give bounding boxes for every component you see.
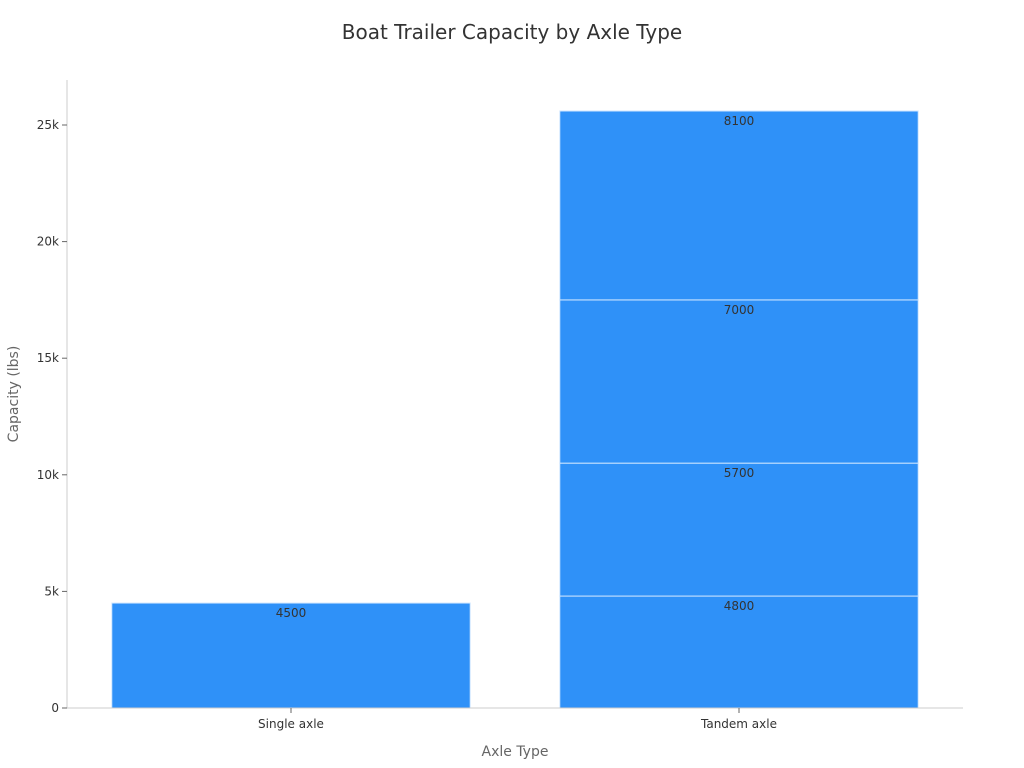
- bar-data-label: 4800: [724, 599, 755, 613]
- bar-segment: [559, 462, 919, 597]
- y-ticks-layer: 0 5k 10k 15k 20k 25k: [37, 118, 67, 715]
- y-tick-label: 10k: [37, 468, 59, 482]
- bar-segment: [559, 110, 919, 301]
- y-tick-label: 20k: [37, 235, 59, 249]
- bar-data-label: 7000: [724, 303, 755, 317]
- data-labels-layer: 4500 4800 5700 7000 8100: [276, 114, 755, 620]
- y-tick-label: 25k: [37, 118, 59, 132]
- bar-segment: [111, 602, 471, 709]
- bars-layer: [111, 110, 919, 709]
- x-ticks-layer: Single axle Tandem axle: [258, 708, 777, 731]
- y-tick-label: 5k: [44, 584, 59, 598]
- chart-title: Boat Trailer Capacity by Axle Type: [341, 20, 683, 44]
- x-tick-label: Tandem axle: [700, 717, 777, 731]
- bar-data-label: 5700: [724, 466, 755, 480]
- y-tick-label: 15k: [37, 351, 59, 365]
- x-axis-title: Axle Type: [482, 744, 549, 760]
- bar-segment: [559, 299, 919, 464]
- y-axis-title: Capacity (lbs): [6, 346, 22, 443]
- y-tick-label: 0: [51, 701, 59, 715]
- bar-data-label: 8100: [724, 114, 755, 128]
- x-tick-label: Single axle: [258, 717, 324, 731]
- bar-data-label: 4500: [276, 606, 307, 620]
